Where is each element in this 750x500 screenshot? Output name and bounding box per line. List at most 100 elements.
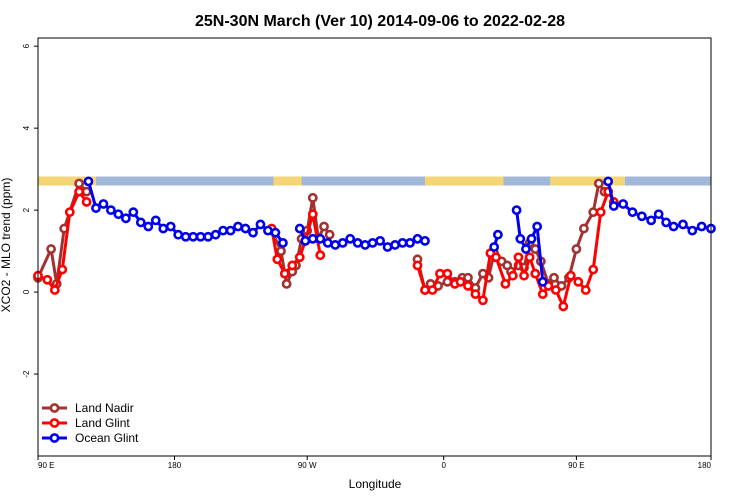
data-point	[42, 274, 53, 285]
data-point	[558, 301, 569, 312]
data-point	[150, 215, 161, 226]
data-point	[463, 272, 473, 283]
x-tick-label: 0	[441, 461, 446, 470]
data-point	[98, 199, 109, 209]
data-point	[593, 178, 604, 189]
legend-label: Land Nadir	[75, 401, 134, 415]
data-point	[420, 285, 430, 295]
chart-title: 25N-30N March (Ver 10) 2014-09-06 to 202…	[195, 13, 565, 30]
data-point	[330, 240, 341, 250]
data-point	[106, 205, 116, 216]
data-point	[345, 233, 356, 244]
data-point	[427, 285, 438, 295]
x-tick-label: 90 E	[38, 461, 54, 470]
data-point	[74, 178, 85, 189]
series-land-glint	[33, 186, 619, 312]
data-point	[537, 276, 548, 287]
plot-frame	[37, 37, 712, 457]
data-point	[248, 227, 258, 238]
data-point	[294, 223, 305, 234]
legend-label: Ocean Glint	[75, 431, 139, 445]
data-point	[382, 242, 393, 252]
data-point	[240, 223, 251, 234]
data-point	[173, 229, 184, 240]
data-point	[49, 285, 60, 295]
data-point	[218, 225, 228, 236]
data-point	[120, 213, 131, 224]
data-point	[442, 268, 453, 279]
data-point	[412, 233, 423, 244]
data-point	[64, 207, 75, 218]
data-point	[550, 285, 561, 295]
data-point	[279, 268, 290, 279]
data-point	[319, 221, 329, 232]
data-point	[491, 252, 501, 263]
data-point	[524, 252, 535, 263]
data-point	[687, 225, 698, 236]
data-point	[135, 217, 146, 228]
x-tick-label: 90 W	[298, 461, 317, 470]
land-band-1	[273, 176, 302, 186]
data-point	[478, 295, 488, 306]
data-point	[618, 199, 629, 209]
data-point	[263, 225, 273, 236]
data-point	[81, 197, 92, 207]
data-point	[233, 221, 243, 232]
data-point	[603, 176, 614, 187]
data-point	[46, 244, 56, 254]
data-point	[470, 289, 481, 300]
data-point	[165, 221, 176, 232]
data-point	[412, 260, 423, 271]
data-point	[360, 240, 371, 250]
data-point	[74, 186, 85, 197]
data-point	[83, 176, 94, 187]
ocean-band	[38, 176, 711, 186]
data-point	[515, 233, 526, 244]
data-point	[511, 205, 522, 216]
data-point	[91, 203, 101, 213]
data-point	[565, 270, 576, 281]
data-point	[627, 207, 638, 218]
data-point	[636, 211, 647, 222]
data-point	[653, 209, 664, 220]
data-point	[337, 238, 348, 248]
land-band-3	[550, 176, 626, 186]
data-point	[113, 209, 124, 220]
land-ocean-mask	[38, 176, 711, 186]
land-band-2	[424, 176, 504, 186]
y-tick-label: 2	[22, 207, 31, 212]
data-point	[668, 221, 679, 232]
data-point	[307, 192, 318, 203]
series-layer	[33, 176, 716, 312]
land-band-0	[38, 176, 96, 186]
data-point	[463, 281, 473, 291]
data-point	[315, 233, 326, 244]
data-point	[578, 223, 589, 234]
y-tick-label: -2	[22, 370, 31, 378]
data-point	[532, 221, 543, 232]
data-point	[397, 238, 408, 248]
series-ocean-glint	[83, 176, 716, 287]
data-point	[646, 215, 657, 226]
legend-label: Land Glint	[75, 416, 130, 430]
y-tick-label: 0	[22, 289, 31, 294]
data-point	[281, 278, 292, 289]
data-point	[210, 229, 221, 240]
data-point	[390, 240, 400, 250]
data-point	[143, 221, 154, 232]
data-point	[375, 235, 386, 246]
y-tick-label: 6	[22, 43, 31, 48]
legend-swatch-marker	[49, 403, 60, 413]
data-point	[203, 231, 214, 242]
data-point	[294, 252, 305, 263]
data-point	[324, 229, 335, 240]
y-tick-label: 4	[22, 125, 31, 130]
data-point	[678, 219, 688, 230]
x-axis: 90 E 180 90 W 0 90 E 180	[37, 456, 712, 470]
data-point	[277, 238, 288, 248]
data-point	[492, 229, 503, 240]
data-point	[661, 217, 672, 228]
data-point	[300, 235, 311, 246]
